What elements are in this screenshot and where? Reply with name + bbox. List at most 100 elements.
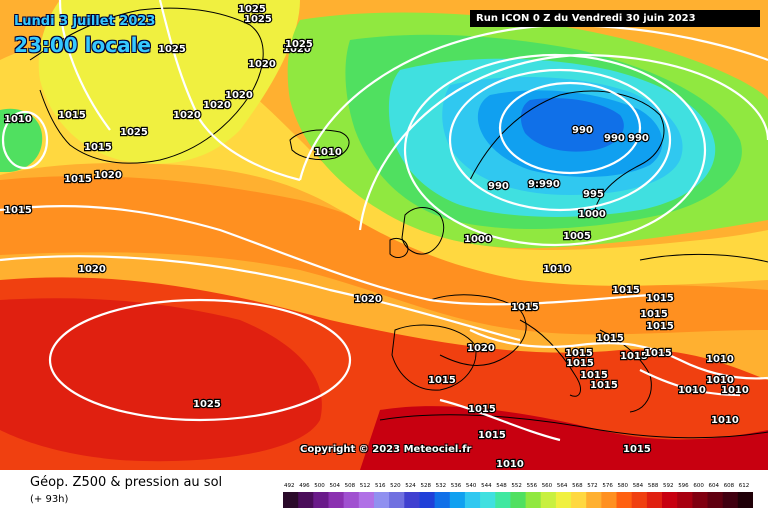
copyright-notice: Copyright © 2023 Meteociel.fr (300, 444, 472, 455)
isobar-label: 1010 (706, 354, 734, 365)
legend-swatch (495, 492, 511, 508)
isobar-label: 1015 (640, 309, 668, 320)
isobar-label: 1015 (4, 205, 32, 216)
legend-swatch (404, 492, 420, 508)
legend-swatch (707, 492, 724, 508)
legend-swatch (555, 492, 572, 508)
isobar-label: 1025 (244, 14, 272, 25)
legend-tick-label: 584 (633, 483, 644, 489)
model-run-info: Run ICON 0 Z du Vendredi 30 juin 2023 (470, 10, 760, 27)
legend-tick-label: 596 (678, 483, 689, 489)
iceland-coast (289, 129, 350, 161)
legend-tick-label: 612 (739, 483, 750, 489)
isobar-labels: 1025 1025 1025 1020 1025 1020 1020 1020 … (3, 3, 750, 470)
isobar-label: 1025 (158, 44, 186, 55)
greenland-coast (29, 7, 264, 164)
isobar-1015-b (469, 329, 768, 380)
iberia-coast (391, 324, 477, 391)
isobar-label: 1000 (464, 234, 492, 245)
isobar-label: 1015 (566, 358, 594, 369)
legend-tick-label: 592 (663, 483, 674, 489)
forecast-date: Lundi 3 juillet 2023 (14, 14, 156, 29)
legend-swatch (722, 492, 739, 508)
isobar-label: 1015 (64, 174, 92, 185)
legend-swatch (480, 492, 496, 508)
isobar-label: 1020 (225, 90, 253, 101)
legend-swatch (525, 492, 542, 508)
isobar-1020-greenland (158, 0, 301, 182)
isobar-1010-west (1, 110, 49, 170)
isobar-label: 1015 (478, 430, 506, 441)
isobar-1015-a (0, 204, 651, 306)
isobar-label: 1025 (238, 4, 266, 15)
legend-tick-label: 576 (602, 483, 613, 489)
isobar-1000 (403, 53, 707, 247)
france-coast (429, 294, 527, 366)
isobar-1005 (358, 53, 768, 231)
isobar-label: 990 (488, 181, 509, 192)
legend-tick-label: 512 (360, 483, 371, 489)
isobar-label: 1015 (590, 380, 618, 391)
isobar-label: 1015 (428, 375, 456, 386)
isobar-label: 1010 (721, 385, 749, 396)
legend-tick-label: 564 (557, 483, 568, 489)
color-legend: 492 496 500 504 508 512 516 520 524 528 532 536 540 5… (283, 483, 753, 508)
isobar-label: 1015 (646, 321, 674, 332)
isobar-label: 9:990 (528, 179, 560, 190)
legend-tick-label: 524 (405, 483, 416, 489)
legend-tick-label: 500 (314, 483, 325, 489)
legend-swatch (510, 492, 527, 508)
saharan-heat-core (360, 406, 768, 470)
isobar-label: 1010 (678, 385, 706, 396)
legend-swatch (646, 492, 663, 508)
map-parameter-title: Géop. Z500 & pression au sol (30, 475, 223, 490)
isobar-1025-greenland (58, 0, 111, 131)
isobar-label: 1005 (563, 231, 591, 242)
legend-swatch (298, 492, 314, 508)
scandinavia-coast (469, 90, 665, 211)
legend-tick-label: 516 (375, 483, 386, 489)
isobar-label: 1015 (623, 444, 651, 455)
uk-coast (401, 207, 445, 255)
legend-tick-label: 492 (284, 483, 295, 489)
legend-swatch (283, 492, 299, 508)
isobar-label: 1020 (173, 110, 201, 121)
isobar-label: 995 (583, 189, 604, 200)
legend-tick-label: 600 (693, 483, 704, 489)
isobars (0, 0, 768, 442)
legend-swatch (616, 492, 633, 508)
legend-swatch (419, 492, 436, 508)
legend-swatch (571, 492, 587, 508)
legend-swatch (313, 492, 329, 508)
weather-map: 1025 1025 1025 1020 1025 1020 1020 1020 … (0, 0, 768, 470)
legend-swatch (662, 492, 678, 508)
legend-swatch (374, 492, 390, 508)
isobar-label: 1020 (354, 294, 382, 305)
isobar-label: 1020 (94, 170, 122, 181)
isobar-label: 1015 (596, 333, 624, 344)
isobar-label: 1010 (496, 459, 524, 470)
low-deep-core (520, 98, 624, 152)
west-green-patch (0, 108, 43, 172)
legend-swatch (328, 492, 345, 508)
legend-tick-label: 508 (345, 483, 356, 489)
africa-coast (379, 414, 768, 439)
isobar-label: 1015 (58, 110, 86, 121)
isobar-label: 1020 (467, 343, 495, 354)
isobar-label: 1010 (543, 264, 571, 275)
isobar-995 (448, 68, 672, 212)
isobar-label: 1000 (578, 209, 606, 220)
isobar-label: 1010 (706, 375, 734, 386)
isobar-label: 990 (628, 133, 649, 144)
legend-tick-label: 552 (511, 483, 522, 489)
isobar-label: 1020 (283, 44, 311, 55)
orange-band (0, 176, 768, 335)
isobar-label: 1015 (646, 293, 674, 304)
isobar-label: 1025 (285, 39, 313, 50)
legend-swatch (449, 492, 466, 508)
legend-tick-label: 520 (390, 483, 401, 489)
legend-swatch (631, 492, 648, 508)
isobar-label: 1015 (84, 142, 112, 153)
isobar-1015-south (439, 398, 561, 442)
isobar-label: 1025 (193, 399, 221, 410)
